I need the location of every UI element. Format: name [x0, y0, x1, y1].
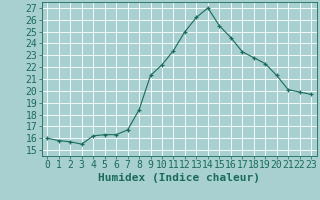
X-axis label: Humidex (Indice chaleur): Humidex (Indice chaleur): [98, 173, 260, 183]
